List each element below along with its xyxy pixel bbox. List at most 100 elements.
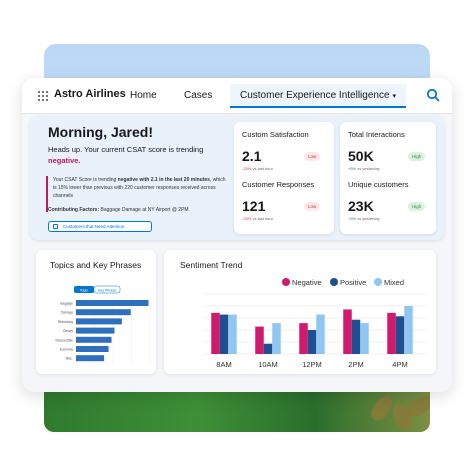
metric-label: Total Interactions — [348, 130, 405, 139]
csat-detail: Your CSAT Score is trending negative wit… — [46, 176, 226, 212]
tab-cases[interactable]: Cases — [184, 90, 213, 101]
metrics-card-right — [340, 122, 436, 234]
topic-bar — [76, 300, 149, 306]
sentiment-bar — [228, 314, 237, 354]
topics-chart: Topic Key Phrase Baggage Damage Rebooking Del… — [55, 285, 151, 365]
customers-need-attention-button[interactable]: Customers that Need Attention — [48, 221, 152, 232]
sentiment-bar — [299, 323, 308, 354]
chevron-down-icon[interactable]: ▾ — [392, 93, 397, 100]
topic-bar — [76, 327, 115, 334]
metric-change: +5% vs yesterday — [348, 166, 380, 171]
negative-highlight: negative. — [48, 156, 81, 165]
app-window: Astro Airlines Home Cases Customer Exper… — [22, 78, 452, 392]
topic-bar — [76, 318, 122, 325]
csat-detail-text: , which is 15% lower than previous with … — [53, 177, 226, 199]
status-badge: Low — [304, 202, 321, 211]
legend-label: Negative — [292, 278, 322, 287]
sentiment-bar — [211, 312, 220, 354]
category-label: Baggage — [60, 302, 73, 306]
change-period: vs yesterday — [357, 166, 380, 171]
search-icon[interactable] — [426, 88, 440, 102]
metric-change: +5% vs yesterday — [348, 216, 380, 221]
sentiment-bar — [272, 323, 281, 354]
change-value: -23% — [242, 216, 252, 221]
contributing-factors-value: Baggage Damage at NY Airport @ 2PM — [100, 207, 189, 213]
metric-unique-customers: Unique customers — [348, 180, 408, 189]
sentiment-bar — [395, 316, 405, 354]
topic-bar — [76, 309, 131, 316]
metric-value: 121 — [242, 198, 266, 214]
tab-home[interactable]: Home — [130, 90, 157, 101]
toggle-key-phrase-label: Key Phrase — [98, 289, 116, 293]
status-badge: High — [408, 202, 426, 211]
change-value: -15% — [242, 166, 252, 171]
category-label: Rebooking — [58, 320, 73, 324]
topic-bar — [76, 355, 105, 362]
sentiment-title: Sentiment Trend — [180, 260, 243, 270]
metric-value: 23K — [348, 198, 374, 214]
sentiment-bar — [387, 312, 396, 354]
metric-total-interactions: Total Interactions — [348, 130, 405, 139]
topic-bar — [76, 346, 109, 352]
legend-swatch — [282, 278, 290, 286]
metric-value: 50K — [348, 148, 374, 164]
sentiment-bar — [343, 309, 352, 354]
x-tick-label: 4PM — [392, 360, 407, 369]
metric-label: Customer Responses — [242, 180, 315, 189]
sentiment-bar — [404, 306, 413, 354]
toggle-topic[interactable] — [74, 286, 94, 293]
top-navbar: Astro Airlines Home Cases Customer Exper… — [22, 78, 452, 114]
csat-detail-emphasis: negative with 2.1 in the last 20 minutes — [117, 177, 210, 183]
change-value: +5% — [348, 166, 357, 171]
contributing-factors-label: Contributing Factors: — [48, 207, 100, 213]
tab-customer-experience-intelligence[interactable]: Customer Experience Intelligence ▾ — [230, 84, 407, 108]
metrics-card-left — [234, 122, 334, 234]
status-badge: Low — [304, 152, 321, 161]
sentiment-bar — [255, 326, 264, 354]
category-label: Economy — [60, 348, 74, 352]
sentiment-bar — [307, 330, 317, 354]
app-name: Astro Airlines — [54, 88, 126, 100]
sentiment-card: Sentiment Trend Negative Positive Mixed 8AM… — [164, 250, 436, 374]
x-tick-label: 12PM — [302, 360, 322, 369]
background-panel-green — [44, 388, 430, 432]
change-period: vs last hour — [252, 216, 273, 221]
legend-swatch — [374, 278, 382, 286]
category-label: Responsible — [55, 338, 73, 342]
legend-swatch — [330, 278, 338, 286]
greeting-subtitle-prefix: trending — [176, 145, 204, 154]
topic-bar — [76, 336, 112, 343]
greeting-title: Morning, Jared! — [48, 124, 154, 140]
app-launcher-icon[interactable] — [38, 91, 48, 101]
x-tick-label: 8AM — [216, 360, 231, 369]
legend-label: Positive — [340, 278, 366, 287]
leaf-decoration — [367, 391, 397, 425]
metric-label: Unique customers — [348, 180, 409, 189]
sentiment-bar — [316, 314, 325, 354]
metric-change: -23% vs last hour — [242, 216, 273, 221]
x-tick-label: 2PM — [348, 360, 363, 369]
category-label: Misc. — [66, 357, 74, 361]
greeting-subtitle-line: Heads up. Your current CSAT score is — [48, 145, 175, 154]
metric-change: -15% vs last hour — [242, 166, 273, 171]
x-tick-label: 10AM — [258, 360, 278, 369]
change-period: vs last hour — [252, 166, 273, 171]
toggle-key-phrase[interactable] — [93, 285, 121, 294]
contributing-factors: Contributing Factors: Baggage Damage at … — [48, 207, 189, 213]
category-label: Damage — [61, 311, 73, 315]
change-value: +5% — [348, 216, 357, 221]
tab-label: Customer Experience Intelligence — [240, 90, 390, 101]
sentiment-bar — [351, 319, 361, 354]
sentiment-bar — [263, 343, 273, 354]
status-badge: High — [408, 152, 426, 161]
category-label: Delays — [63, 329, 73, 333]
sentiment-bar — [360, 323, 369, 354]
metric-responses: Customer Responses — [242, 180, 314, 189]
sentiment-bar — [219, 314, 229, 354]
topics-title: Topics and Key Phrases — [50, 260, 142, 270]
greeting-subtitle: Heads up. Your current CSAT score is tre… — [48, 144, 218, 166]
people-icon — [53, 224, 58, 229]
button-label: Customers that Need Attention — [63, 224, 125, 229]
metric-csat: Custom Satisfaction — [242, 130, 309, 139]
sentiment-chart: Negative Positive Mixed 8AM 10AM 12PM 2PM 4PM — [204, 278, 426, 369]
